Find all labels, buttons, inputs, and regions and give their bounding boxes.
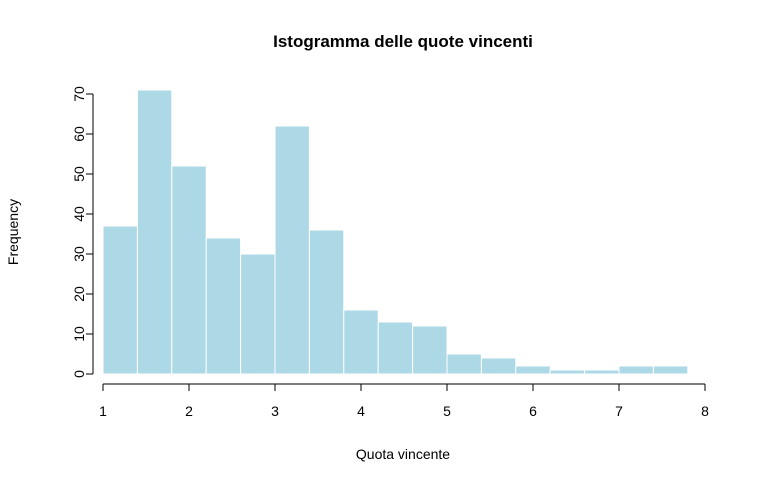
bars-group: [102, 89, 689, 375]
histogram-bar-6: [308, 229, 345, 375]
histogram-bar-9: [412, 325, 448, 375]
y-tick-label-4: 40: [71, 206, 87, 222]
x-tick-label-3: 4: [357, 403, 365, 419]
histogram-bar-12: [515, 365, 551, 375]
histogram-bar-13: [549, 369, 586, 375]
histogram-bar-10: [446, 353, 482, 375]
y-axis-label: Frequency: [5, 199, 21, 265]
x-axis-label: Quota vincente: [356, 446, 450, 462]
histogram-bar-11: [480, 357, 517, 375]
histogram-bar-5: [274, 125, 310, 375]
x-tick-label-0: 1: [99, 403, 107, 419]
y-tick-label-5: 50: [71, 166, 87, 182]
x-tick-label-7: 8: [701, 403, 709, 419]
x-tick-label-6: 7: [615, 403, 623, 419]
chart-title: Istogramma delle quote vincenti: [273, 32, 533, 51]
histogram-bar-2: [171, 165, 207, 375]
histogram-bar-14: [584, 369, 620, 375]
histogram-bar-3: [205, 237, 242, 375]
y-tick-label-2: 20: [71, 286, 87, 302]
y-axis: 0 10 20 30 40 50 60 70: [71, 86, 94, 378]
x-tick-label-4: 5: [443, 403, 451, 419]
x-tick-label-2: 3: [271, 403, 279, 419]
x-tick-label-5: 6: [529, 403, 537, 419]
histogram-bar-7: [343, 309, 379, 375]
histogram-bar-16: [652, 365, 689, 375]
y-tick-label-3: 30: [71, 246, 87, 262]
y-tick-label-1: 10: [71, 326, 87, 342]
x-tick-label-1: 2: [185, 403, 193, 419]
histogram-bar-4: [240, 253, 276, 375]
y-tick-label-7: 70: [71, 86, 87, 102]
histogram-bar-1: [136, 89, 173, 375]
y-tick-label-0: 0: [71, 370, 87, 378]
y-tick-label-6: 60: [71, 126, 87, 142]
x-axis: 1 2 3 4 5 6 7 8: [99, 383, 709, 419]
histogram-bar-8: [377, 321, 414, 375]
histogram-bar-15: [618, 365, 654, 375]
histogram-bar-0: [102, 225, 138, 375]
